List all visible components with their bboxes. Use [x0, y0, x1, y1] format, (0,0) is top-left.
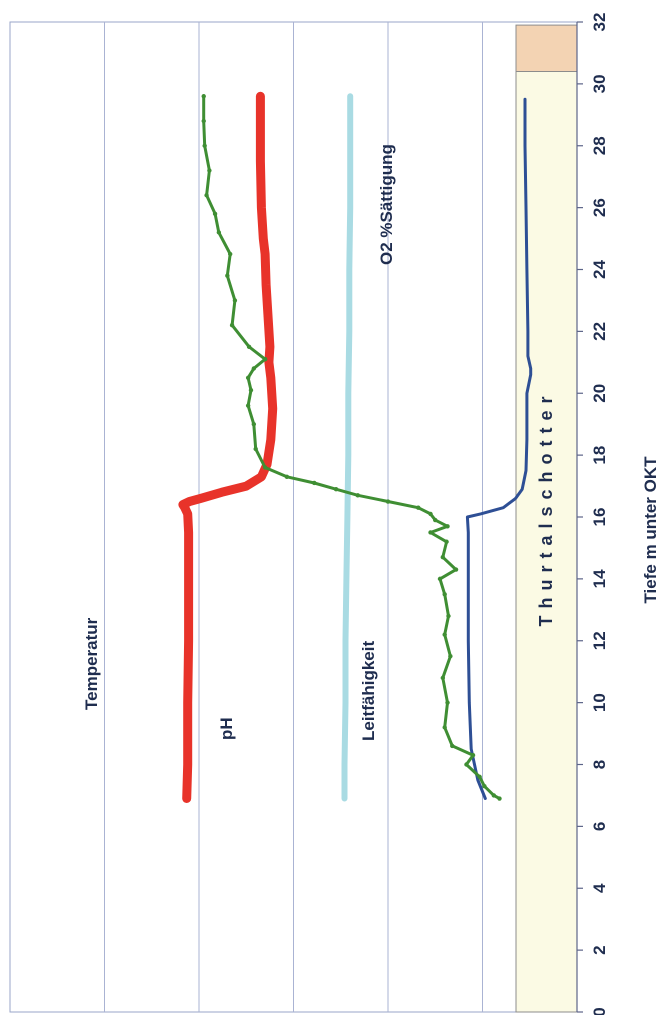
depth-tick-label: 20 — [590, 384, 609, 403]
o2-point — [491, 793, 497, 798]
o2-point — [248, 387, 254, 393]
o2-point — [207, 168, 212, 173]
o2-point — [453, 567, 459, 572]
depth-tick-label: 16 — [590, 508, 609, 527]
depth-tick-label: 4 — [590, 883, 609, 893]
depth-tick-label: 26 — [590, 198, 609, 217]
o2-point — [201, 94, 206, 99]
series-label-leitfaehigkeit: Leitfähigkeit — [359, 641, 378, 741]
o2-point — [446, 613, 451, 619]
o2-point — [216, 230, 222, 235]
o2-point — [464, 762, 469, 767]
o2-point — [246, 344, 252, 350]
depth-tick-label: 6 — [590, 822, 609, 831]
depth-tick-label: 8 — [590, 760, 609, 769]
depth-tick-label: 10 — [590, 693, 609, 712]
o2-point — [262, 465, 268, 470]
depth-tick-label: 32 — [590, 13, 609, 32]
series-label-o2-saettigung: O2 %Sättigung — [377, 144, 396, 265]
o2-point — [225, 273, 230, 278]
series-label-ph: pH — [217, 717, 236, 740]
o2-point — [442, 632, 447, 637]
o2-point — [201, 118, 206, 124]
o2-point — [284, 474, 290, 479]
depth-tick-label: 0 — [590, 1007, 609, 1015]
layer-band-1 — [515, 24, 578, 72]
depth-tick-label: 30 — [590, 74, 609, 93]
o2-point — [445, 700, 450, 705]
o2-point — [440, 555, 446, 560]
series-lines — [178, 91, 533, 803]
depth-tick-label: 22 — [590, 322, 609, 341]
depth-tick-label: 28 — [590, 136, 609, 155]
o2-point — [312, 480, 317, 486]
series-line-2 — [178, 91, 278, 803]
o2-point — [229, 322, 235, 328]
series-line-0 — [465, 97, 533, 800]
o2-point — [355, 493, 360, 498]
o2-point — [212, 211, 218, 217]
depth-tick-label: 12 — [590, 631, 609, 650]
o2-point — [253, 446, 258, 452]
o2-point — [444, 539, 449, 544]
o2-point — [251, 421, 257, 427]
depth-tick-label: 14 — [590, 569, 609, 588]
o2-point — [437, 576, 443, 582]
o2-point — [245, 375, 251, 380]
o2-point — [251, 366, 257, 371]
o2-point — [202, 143, 207, 148]
o2-point — [416, 505, 421, 510]
o2-point — [442, 592, 447, 597]
depth-tick-label: 18 — [590, 446, 609, 465]
o2-point — [262, 357, 268, 362]
depth-tick-label: 2 — [590, 945, 609, 954]
o2-point — [333, 486, 339, 492]
depth-tick-label: 24 — [590, 260, 609, 279]
o2-point — [450, 743, 455, 749]
series-line-1 — [341, 93, 354, 802]
o2-point — [428, 511, 433, 517]
o2-point — [482, 783, 487, 789]
layer-label-thurtalschotter: Thurtalschotter — [536, 389, 556, 626]
series-label-temperatur: Temperatur — [82, 617, 101, 710]
series-line-3 — [202, 94, 501, 800]
o2-point — [428, 530, 433, 535]
o2-point — [245, 403, 251, 408]
chart-labels: Temperatur pH Leitfähigkeit O2 %Sättigun… — [82, 144, 660, 741]
o2-point — [385, 499, 391, 504]
o2-point — [204, 193, 209, 198]
o2-point — [442, 725, 447, 730]
o2-point — [470, 753, 476, 758]
o2-point — [232, 298, 238, 303]
o2-point — [497, 796, 502, 801]
o2-point — [440, 675, 446, 681]
o2-point — [433, 517, 438, 523]
o2-point — [448, 654, 453, 659]
x-axis-title: Tiefe m unter OKT — [641, 456, 660, 604]
grid-lines — [9, 21, 578, 1013]
o2-point — [445, 524, 450, 529]
o2-point — [227, 251, 233, 257]
o2-point — [477, 774, 482, 780]
